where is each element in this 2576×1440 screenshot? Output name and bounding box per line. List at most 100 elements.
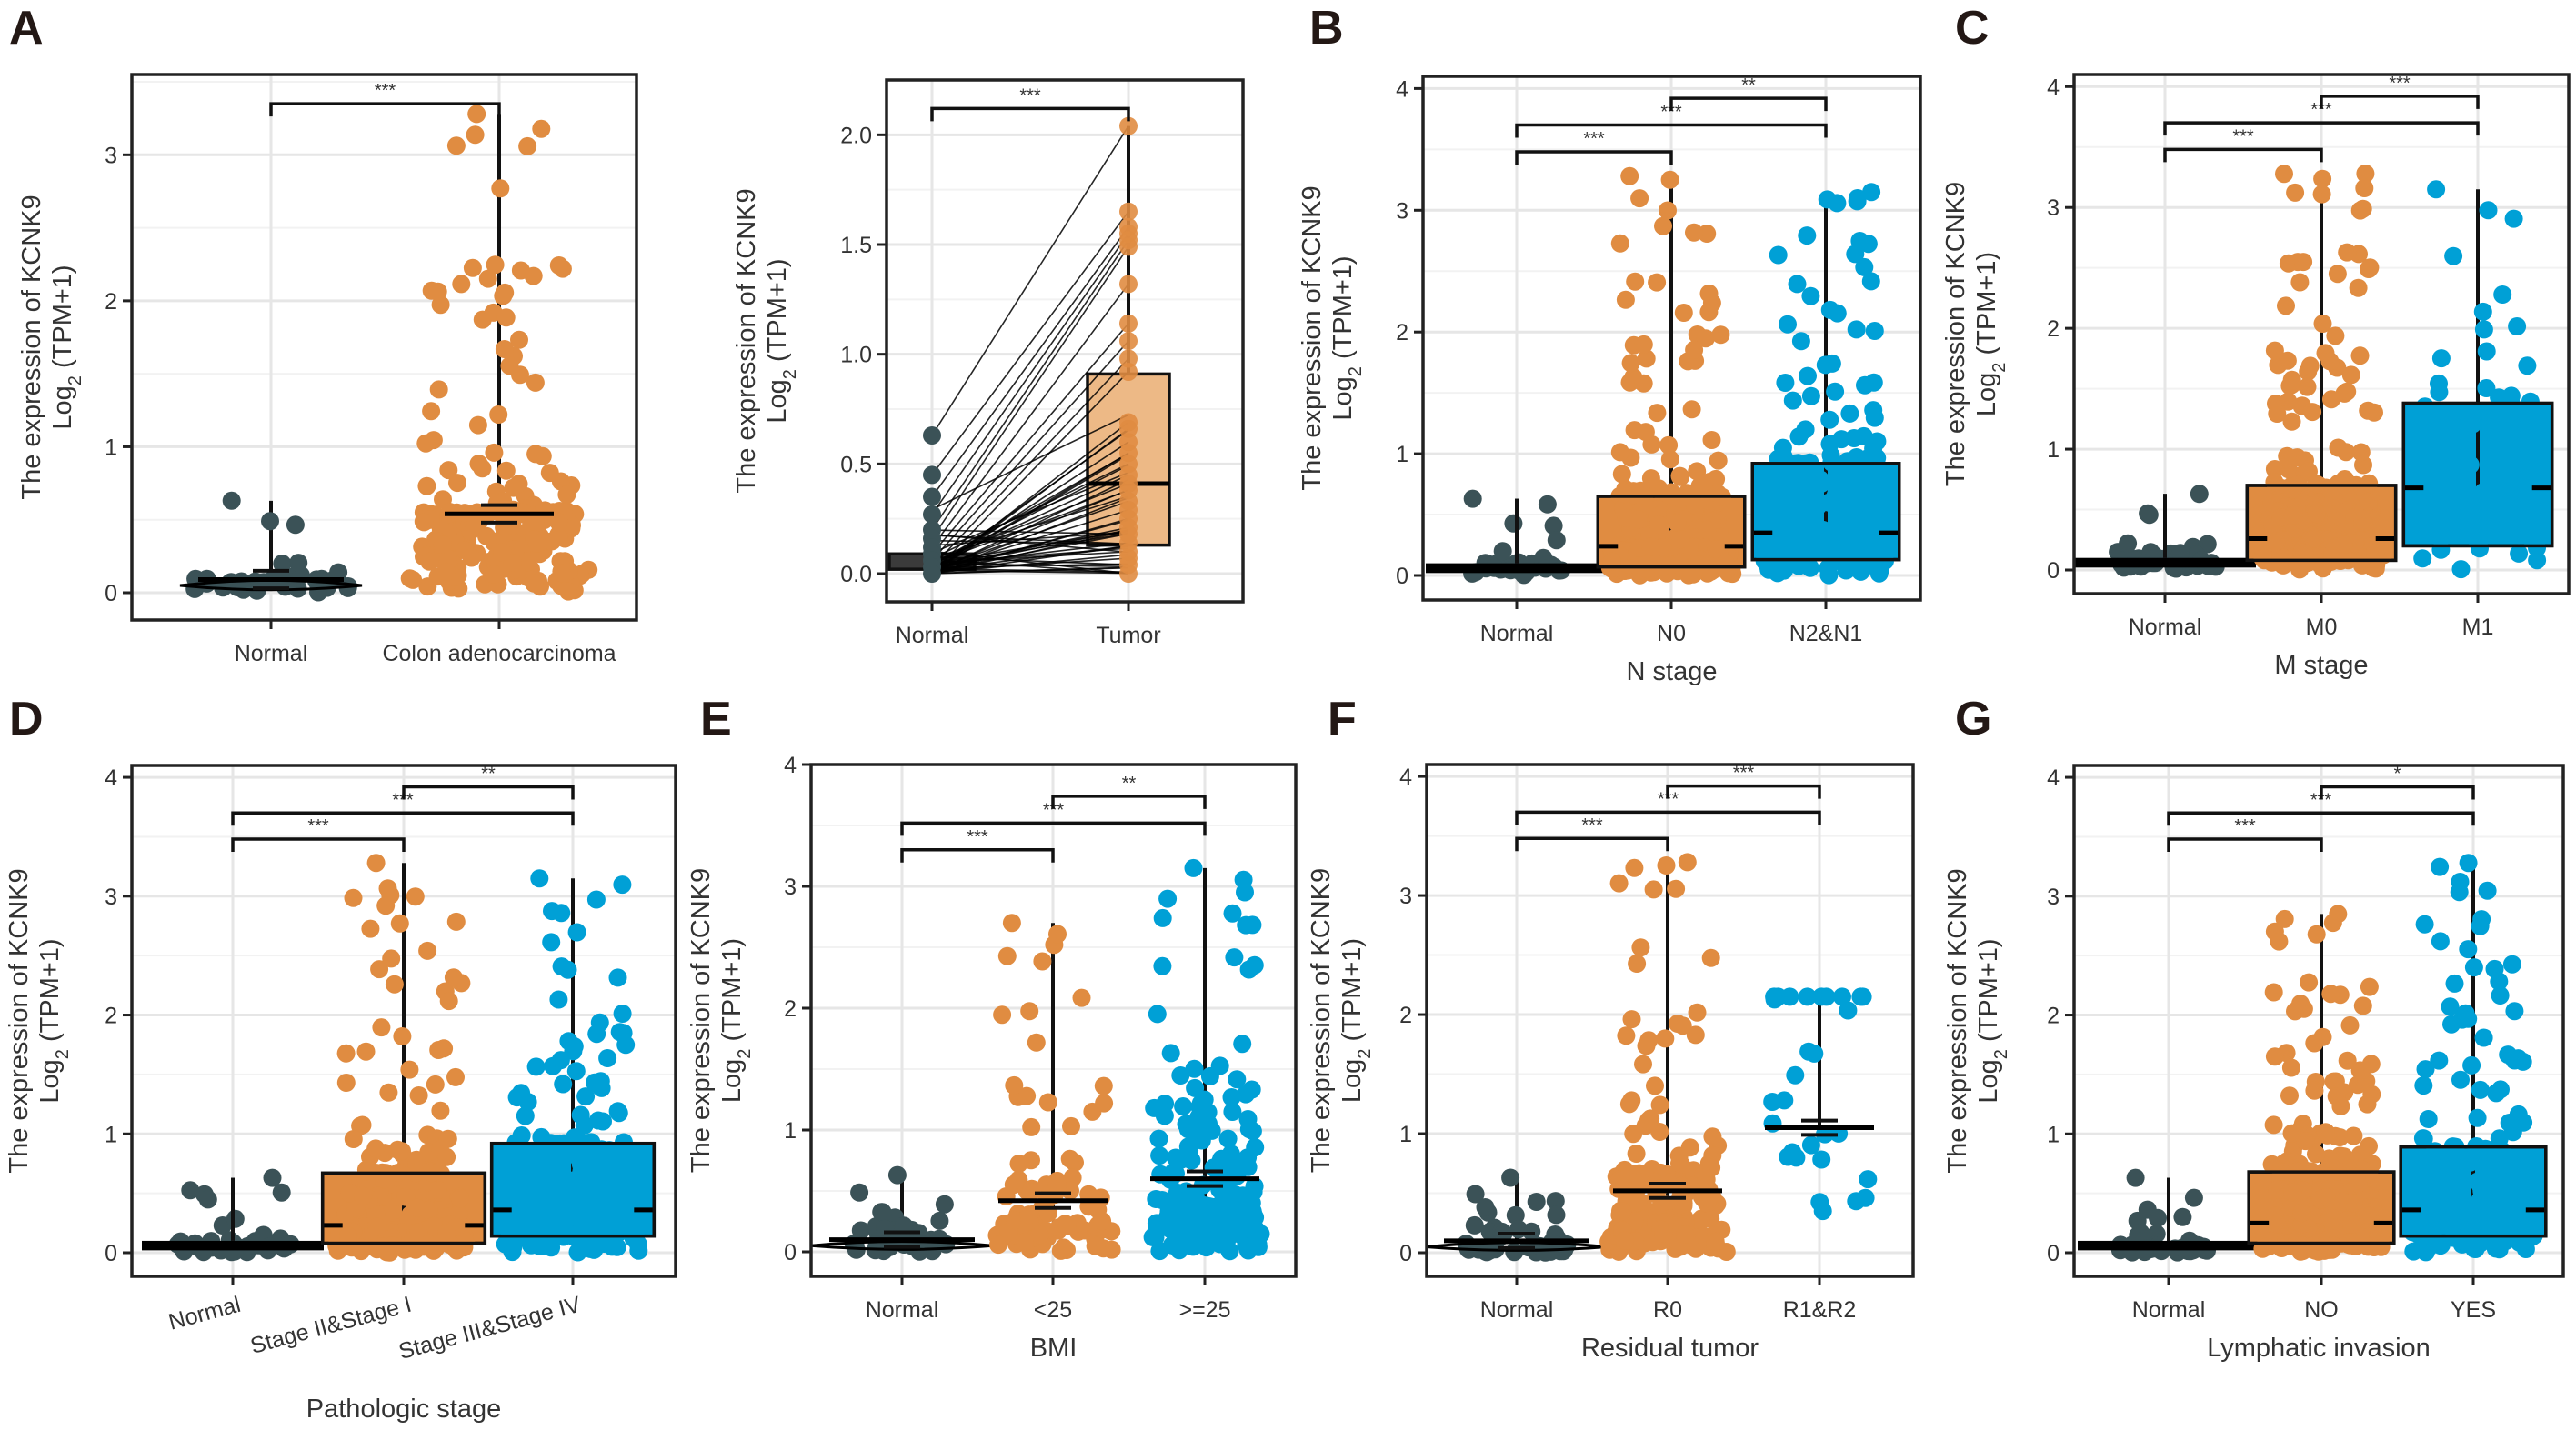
data-point (555, 1184, 574, 1203)
data-point (2264, 1115, 2283, 1135)
data-point (1678, 853, 1697, 872)
data-point (339, 1226, 357, 1245)
data-point (1547, 531, 1566, 550)
data-point (433, 535, 452, 554)
y-tick-label: 4 (1396, 76, 1408, 102)
data-point (344, 888, 363, 907)
y-axis-title-line2: Log2 (TPM+1) (1328, 255, 1366, 420)
y-axis-title-line2: Log2 (TPM+1) (48, 265, 85, 429)
data-point (491, 179, 510, 198)
data-point (198, 1190, 217, 1209)
y-tick-label: 4 (2047, 75, 2060, 100)
plot-frame (1421, 75, 1922, 602)
panel-letter: F (1328, 693, 1357, 745)
data-point (2504, 209, 2523, 228)
data-point (2184, 1188, 2203, 1207)
panel-a1: A 0 1 2 3 Normal Colon adenocarcinoma The expre… (9, 2, 638, 666)
data-point (2505, 1002, 2524, 1021)
data-point (1628, 955, 1647, 973)
y-tick-label: 0.5 (840, 452, 872, 477)
paired-line (931, 566, 1129, 575)
paired-line (931, 414, 1129, 511)
data-point (2351, 443, 2371, 462)
data-point (2421, 481, 2441, 500)
data-point (1688, 1003, 1707, 1022)
data-point (586, 1073, 605, 1092)
data-point (393, 1142, 411, 1161)
data-point (1680, 1138, 1699, 1157)
data-point (1225, 948, 1244, 967)
data-point (1094, 1076, 1113, 1095)
data-point (486, 255, 505, 275)
data-point (1685, 223, 1703, 242)
data-point (518, 136, 537, 155)
data-point (2303, 403, 2322, 422)
data-point (1022, 1117, 1041, 1136)
data-point (1143, 1227, 1162, 1246)
data-point (2283, 1183, 2302, 1202)
data-point (554, 1075, 573, 1094)
y-tick-label: 0.0 (840, 562, 872, 587)
data-point (2268, 1180, 2287, 1199)
y-tick-label: 1 (1399, 1122, 1412, 1147)
data-point (2139, 504, 2158, 523)
data-point (576, 1087, 596, 1106)
data-point (1840, 404, 1859, 423)
paired-line (931, 233, 1129, 515)
data-point (437, 562, 456, 581)
data-point (1641, 537, 1660, 556)
data-point (2431, 540, 2451, 559)
data-point (2359, 492, 2378, 511)
data-point (930, 1211, 949, 1230)
data-point (261, 512, 279, 531)
data-point (2366, 544, 2385, 563)
box-normal (2074, 557, 2256, 568)
data-point (1621, 354, 1640, 373)
data-point (2126, 1168, 2145, 1187)
data-point (1183, 1229, 1201, 1248)
data-point (2521, 392, 2540, 411)
data-point (2329, 438, 2348, 457)
data-point (2473, 483, 2492, 502)
box-normal (1426, 563, 1608, 574)
y-axis-title-line1: The expression of KCNK9 (732, 188, 761, 493)
data-point (181, 1181, 200, 1200)
data-point (1822, 354, 1841, 373)
data-point (273, 555, 292, 573)
data-point (1812, 1150, 1831, 1169)
data-point (2170, 544, 2190, 563)
data-point (2482, 1215, 2501, 1235)
data-point (1791, 332, 1810, 351)
y-tick-label: 2 (105, 1004, 117, 1029)
data-point (1654, 216, 1672, 235)
significance-label: *** (392, 790, 414, 810)
data-point (1798, 987, 1817, 1006)
data-point (2477, 342, 2496, 361)
box-outline (2247, 1170, 2396, 1245)
y-tick-label: 2 (105, 289, 117, 315)
data-point (1190, 1097, 1209, 1116)
data-point (2355, 179, 2374, 197)
x-tick-label: Tumor (1096, 623, 1160, 648)
data-point (2292, 1204, 2311, 1223)
y-tick-label: 0 (105, 581, 117, 606)
data-point (1476, 1198, 1495, 1216)
data-point (376, 896, 396, 915)
y-tick-label: 2 (1396, 320, 1408, 345)
x-tick-label: NO (2304, 1297, 2339, 1323)
data-point (1644, 880, 1663, 899)
data-point (1671, 467, 1690, 486)
data-point (2490, 1129, 2509, 1148)
data-point (1610, 443, 1629, 462)
data-point (2324, 1218, 2343, 1237)
data-point-tumor (1119, 419, 1138, 438)
data-point (2323, 914, 2342, 933)
significance-label: *** (1043, 800, 1065, 820)
data-point (1238, 1241, 1258, 1260)
data-point (1228, 1070, 1247, 1089)
data-point-normal (923, 465, 941, 485)
data-point (596, 1189, 615, 1208)
data-point (1613, 1202, 1632, 1221)
data-point (2314, 1231, 2333, 1250)
data-point (2290, 273, 2310, 292)
